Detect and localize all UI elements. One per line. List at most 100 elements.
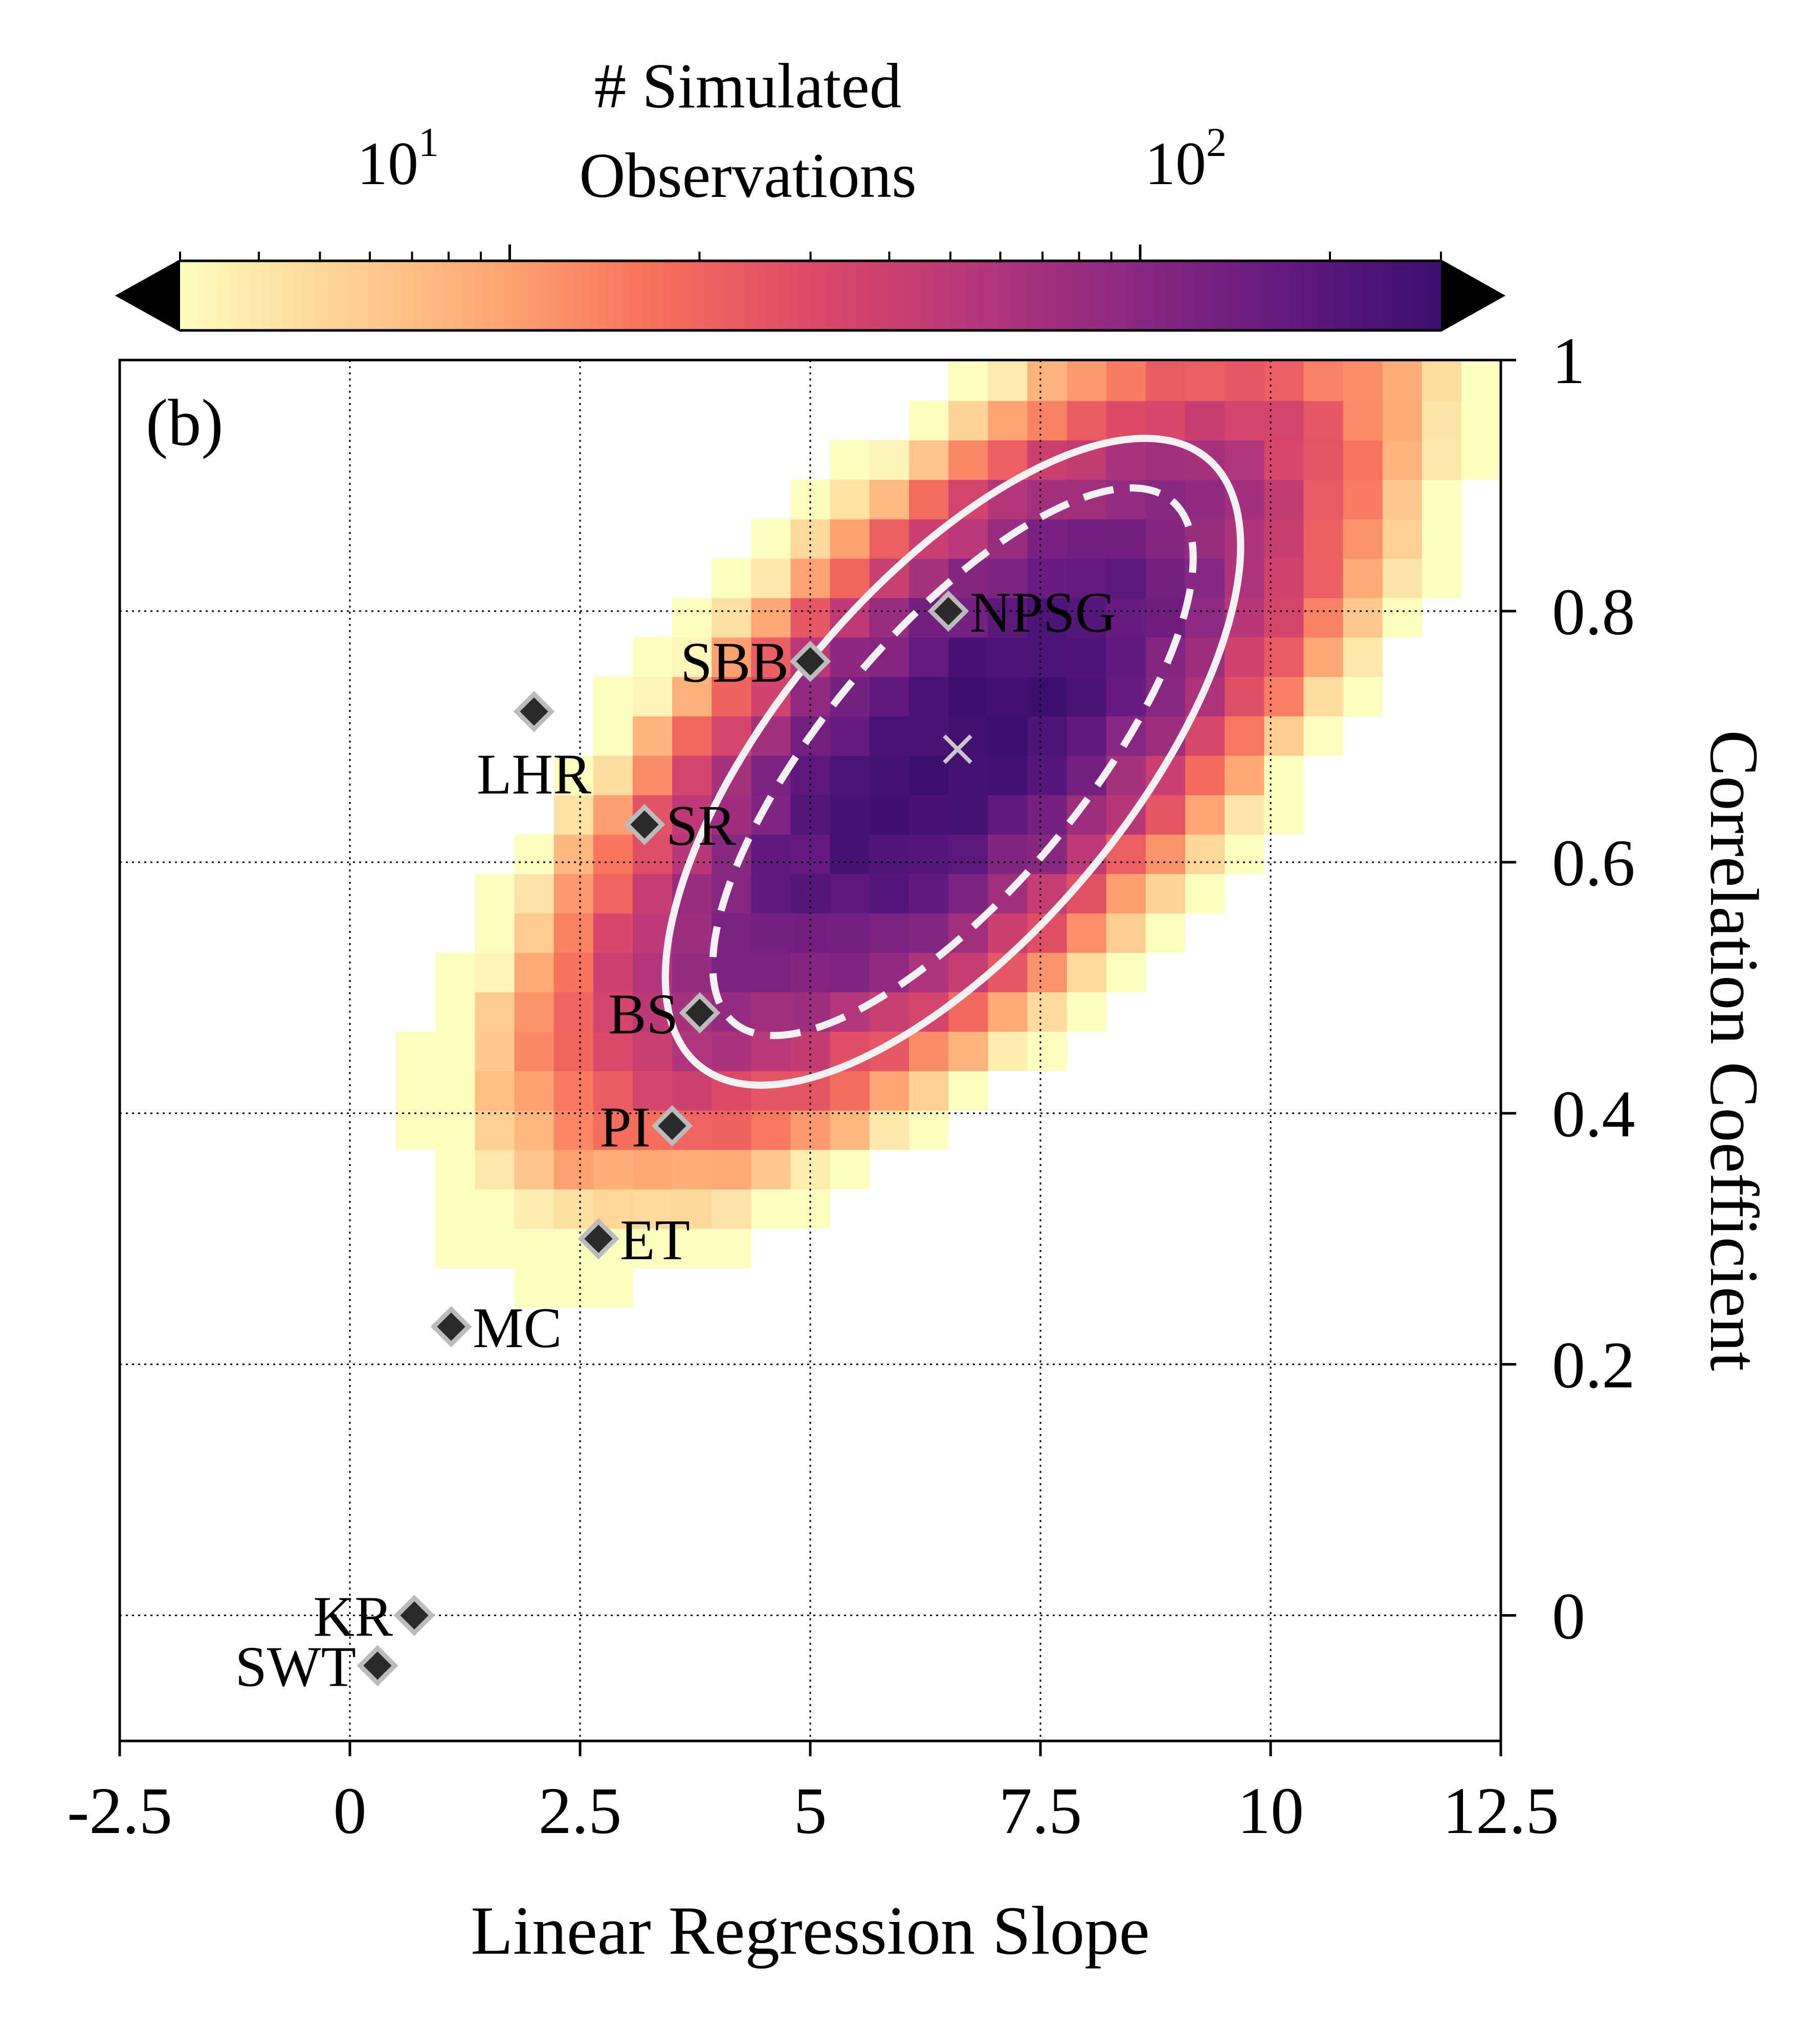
heatmap-cell bbox=[593, 1070, 633, 1111]
site-marker bbox=[927, 590, 969, 632]
heatmap-cell bbox=[435, 952, 475, 993]
heatmap-cell bbox=[435, 1070, 475, 1111]
heatmap-cell bbox=[1185, 361, 1225, 401]
heatmap-cell bbox=[948, 1070, 988, 1111]
heatmap-cell bbox=[1027, 716, 1068, 756]
site-marker bbox=[578, 1218, 619, 1260]
heatmap-cell bbox=[1422, 400, 1462, 441]
heatmap-cell bbox=[553, 755, 594, 795]
heatmap-cell bbox=[1303, 400, 1344, 441]
mean-marker bbox=[943, 734, 972, 764]
heatmap-cell bbox=[1303, 677, 1344, 717]
heatmap-cell bbox=[751, 913, 791, 953]
heatmap-cell bbox=[988, 597, 1028, 638]
heatmap-cell bbox=[1382, 597, 1423, 638]
heatmap-cell bbox=[593, 1031, 633, 1071]
heatmap-cell bbox=[514, 1110, 554, 1150]
heatmap-cell bbox=[672, 952, 712, 993]
heatmap-cell bbox=[475, 992, 515, 1032]
heatmap-cell bbox=[1145, 913, 1186, 953]
colorbar-label-line1: # Simulated bbox=[594, 51, 902, 122]
heatmap-cell bbox=[1185, 874, 1225, 914]
heatmap-cell bbox=[1106, 597, 1146, 638]
heatmap-cell bbox=[1106, 440, 1146, 480]
site-marker bbox=[651, 1105, 693, 1147]
heatmap-cell bbox=[1027, 597, 1068, 638]
heatmap-cell bbox=[1145, 597, 1186, 638]
heatmap-cell bbox=[1106, 637, 1146, 677]
heatmap-cell bbox=[514, 1149, 554, 1190]
heatmap-cell bbox=[1382, 400, 1423, 441]
heatmap-cell bbox=[830, 874, 870, 914]
heatmap-cell bbox=[988, 637, 1028, 677]
heatmap-cell bbox=[1067, 400, 1107, 441]
x-tick-label: 0 bbox=[334, 1774, 367, 1848]
heatmap-cell bbox=[988, 558, 1028, 598]
heatmap-cell bbox=[553, 952, 594, 993]
heatmap-cell bbox=[1225, 440, 1264, 480]
heatmap-cell bbox=[593, 795, 633, 835]
heatmap-cell bbox=[1225, 637, 1264, 677]
heatmap-cell bbox=[948, 637, 988, 677]
site-label: LHR bbox=[477, 743, 591, 806]
heatmap-cell bbox=[1343, 677, 1383, 717]
heatmap-cell bbox=[514, 1189, 554, 1229]
heatmap-cell bbox=[751, 874, 791, 914]
heatmap-cell bbox=[1382, 361, 1423, 401]
heatmap-cell bbox=[830, 637, 870, 677]
heatmap-cell bbox=[1027, 992, 1068, 1032]
heatmap-cell bbox=[1027, 1031, 1068, 1071]
heatmap-cell bbox=[869, 834, 909, 874]
heatmap-cell bbox=[672, 1189, 712, 1229]
heatmap-cell bbox=[988, 716, 1028, 756]
heatmap-cell bbox=[790, 558, 831, 598]
y-tick-label: 0.2 bbox=[1552, 1329, 1635, 1402]
heatmap-cell bbox=[712, 952, 751, 993]
heatmap-cell bbox=[396, 1070, 436, 1111]
heatmap-cell bbox=[948, 361, 988, 401]
heatmap-cell bbox=[593, 1149, 633, 1190]
y-tick-label: 1 bbox=[1552, 324, 1585, 398]
colorbar-tick-label-10: 101 bbox=[357, 120, 439, 197]
heatmap-cell bbox=[1106, 913, 1146, 953]
heatmap-cell bbox=[435, 992, 475, 1032]
heatmap-cell bbox=[1067, 992, 1107, 1032]
heatmap-cell bbox=[1027, 677, 1068, 717]
heatmap-cell bbox=[553, 992, 594, 1032]
heatmap-cell bbox=[396, 1110, 436, 1150]
x-tick-label: 12.5 bbox=[1442, 1774, 1559, 1848]
heatmap-cell bbox=[672, 1228, 712, 1268]
heatmap-cell bbox=[1067, 952, 1107, 993]
heatmap-cell bbox=[672, 1149, 712, 1190]
heatmap-cell bbox=[1225, 519, 1264, 559]
heatmap-cell bbox=[1067, 677, 1107, 717]
heatmap-cell bbox=[1343, 361, 1383, 401]
site-label: SBB bbox=[680, 631, 789, 695]
heatmap-cell bbox=[672, 597, 712, 638]
heatmap-cell bbox=[790, 1031, 831, 1071]
heatmap-cell bbox=[1225, 558, 1264, 598]
heatmap-cell bbox=[593, 834, 633, 874]
heatmap-cell bbox=[712, 677, 751, 717]
heatmap-cell bbox=[869, 479, 909, 520]
heatmap-cell bbox=[1382, 479, 1423, 520]
heatmap-cell bbox=[1303, 519, 1344, 559]
heatmap-cell bbox=[1343, 400, 1383, 441]
heatmap-cell bbox=[1343, 519, 1383, 559]
heatmap-cell bbox=[790, 677, 831, 717]
heatmap-cell bbox=[1225, 400, 1264, 441]
heatmap-cell bbox=[435, 1031, 475, 1071]
heatmap-cell bbox=[1067, 913, 1107, 953]
site-marker bbox=[789, 640, 831, 682]
heatmap-cell bbox=[751, 1149, 791, 1190]
heatmap-cell bbox=[988, 361, 1028, 401]
heatmap-cell bbox=[1145, 400, 1186, 441]
heatmap-cell bbox=[1225, 795, 1264, 835]
heatmap-cell bbox=[593, 992, 633, 1032]
heatmap-cell bbox=[1027, 558, 1068, 598]
y-tick-label: 0.4 bbox=[1552, 1078, 1635, 1151]
heatmap-cell bbox=[1225, 755, 1264, 795]
heatmap-cell bbox=[632, 1189, 673, 1229]
site-marker bbox=[679, 992, 721, 1034]
